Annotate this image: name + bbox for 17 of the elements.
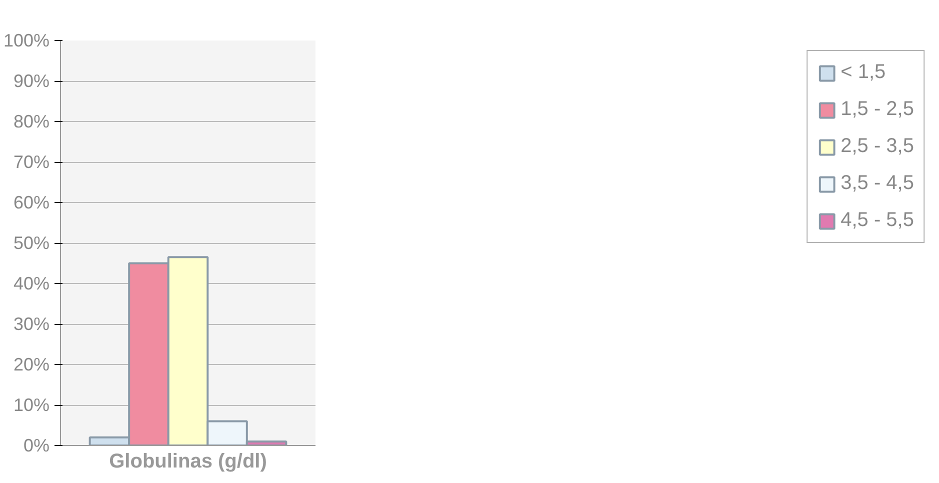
legend-label: 3,5 - 4,5 bbox=[840, 172, 914, 195]
legend-label: < 1,5 bbox=[840, 61, 886, 84]
y-tick-label: 70% bbox=[13, 152, 50, 172]
legend-label: 4,5 - 5,5 bbox=[840, 209, 914, 232]
y-tick-label: 30% bbox=[13, 314, 50, 334]
y-tick-label: 20% bbox=[13, 354, 50, 374]
y-tick-label: 60% bbox=[13, 192, 50, 212]
y-tick-label: 100% bbox=[3, 30, 50, 50]
y-tick-label: 40% bbox=[13, 274, 50, 294]
y-tick-label: 10% bbox=[13, 395, 50, 415]
x-axis-title: Globulinas (g/dl) bbox=[109, 450, 267, 472]
legend-label: 1,5 - 2,5 bbox=[840, 98, 914, 121]
legend-label: 2,5 - 3,5 bbox=[840, 135, 914, 158]
y-tick-label: 50% bbox=[13, 233, 50, 253]
y-tick-label: 90% bbox=[13, 71, 50, 91]
y-tick-label: 80% bbox=[13, 112, 50, 132]
y-tick-label: 0% bbox=[23, 436, 50, 456]
